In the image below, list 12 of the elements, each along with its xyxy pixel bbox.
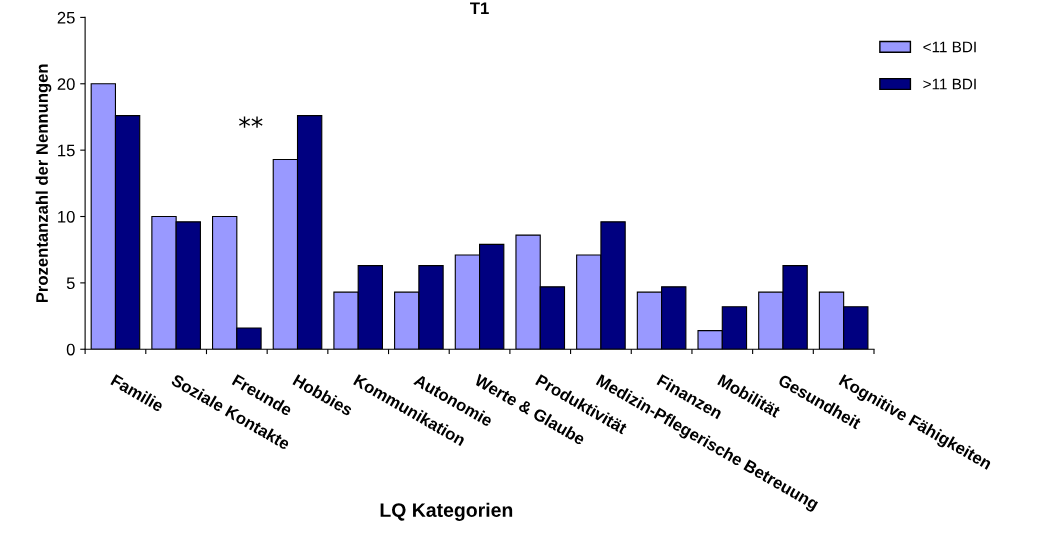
y-tick-label: 5	[66, 277, 75, 290]
x-axis-title: LQ Kategorien	[380, 502, 513, 521]
annotation: **	[239, 116, 263, 128]
y-tick-label: 25	[57, 11, 75, 24]
y-axis-title: Prozentanzahl der Nennungen	[35, 64, 52, 303]
chart-title: T1	[470, 2, 489, 14]
legend-label: >11 BDI	[923, 78, 976, 90]
legend-label: <11 BDI	[923, 41, 976, 53]
y-tick-label: 20	[57, 78, 75, 90]
y-tick-label: 0	[66, 343, 75, 356]
y-tick-label: 15	[58, 144, 75, 157]
y-tick-label: 10	[58, 210, 75, 223]
